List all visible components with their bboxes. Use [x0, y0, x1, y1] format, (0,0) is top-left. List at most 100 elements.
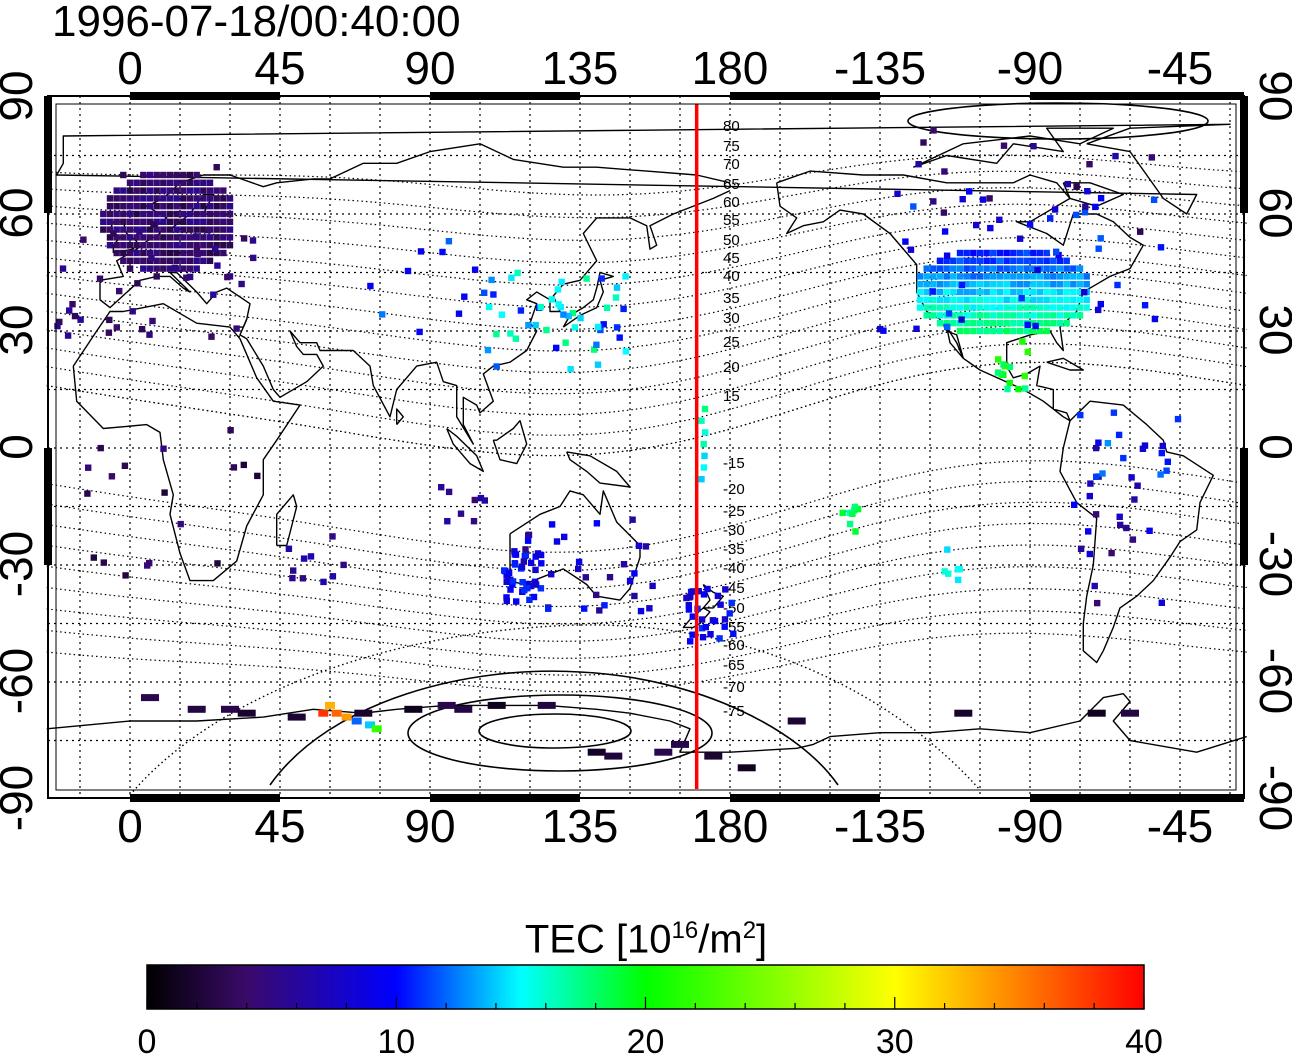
- tec-cell: [728, 599, 735, 607]
- tec-cell: [598, 275, 605, 282]
- tec-cell: [200, 249, 207, 257]
- tec-cell: [538, 560, 545, 567]
- tec-cell: [186, 226, 194, 233]
- tec-cell: [571, 324, 579, 331]
- tec-cell: [1150, 196, 1158, 203]
- tec-cell: [930, 127, 937, 134]
- tec-cell: [1050, 265, 1057, 272]
- tec-cell: [685, 606, 693, 613]
- tec-cell: [1023, 249, 1030, 257]
- tec-cell: [126, 218, 134, 225]
- tec-cell: [503, 594, 510, 601]
- tec-cell: [1036, 327, 1044, 335]
- tec-cell: [936, 304, 944, 311]
- tec-cell: [976, 288, 984, 296]
- tec-cell: [1141, 302, 1149, 309]
- tec-cell: [1036, 320, 1044, 327]
- tec-cell: [612, 294, 620, 301]
- tec-cell: [120, 234, 127, 241]
- tec-cell: [173, 179, 180, 186]
- tec-cell: [1018, 295, 1025, 302]
- tec-cell: [613, 284, 621, 291]
- tec-cell: [194, 250, 201, 258]
- tec-cell: [943, 265, 950, 272]
- tec-cell: [206, 218, 214, 225]
- tec-cell: [120, 257, 127, 264]
- tec-cell: [371, 725, 382, 733]
- tec-cell: [1129, 536, 1137, 543]
- tec-cell: [945, 310, 953, 317]
- tec-cell: [417, 248, 425, 255]
- tec-cell: [958, 281, 966, 289]
- tec-cell: [722, 586, 729, 593]
- tec-cell: [936, 320, 944, 327]
- tec-cell: [220, 242, 227, 249]
- tec-cell: [1036, 304, 1044, 311]
- tec-cell: [1030, 304, 1037, 311]
- tec-cell: [717, 601, 724, 608]
- tec-cell: [622, 348, 630, 355]
- magnetic-contour: [46, 361, 1247, 457]
- tec-cell: [133, 187, 140, 194]
- tec-cell: [221, 705, 239, 713]
- tec-cell: [146, 226, 154, 233]
- tec-cell: [955, 576, 962, 584]
- tec-cell: [193, 179, 200, 186]
- tec-cell: [213, 234, 220, 241]
- tec-cell: [1003, 320, 1010, 327]
- tec-cell: [166, 234, 174, 241]
- tec-cell: [704, 585, 711, 593]
- tec-cell: [996, 216, 1003, 223]
- tec-cell: [1086, 492, 1093, 500]
- tec-cell: [956, 304, 964, 311]
- tec-cell: [180, 171, 187, 179]
- tec-cell: [493, 330, 500, 338]
- tec-cell: [1000, 142, 1008, 149]
- tec-cell: [200, 218, 207, 225]
- tec-cell: [1083, 304, 1090, 311]
- tec-cell: [1063, 265, 1070, 272]
- tec-cell: [1164, 458, 1171, 465]
- tec-cell: [1032, 322, 1039, 330]
- tec-cell: [582, 574, 589, 581]
- tec-cell: [716, 635, 723, 642]
- tec-cell: [146, 187, 154, 194]
- tec-cell: [289, 574, 296, 582]
- tec-cell: [113, 210, 120, 218]
- magnetic-contour: [46, 480, 1247, 572]
- tec-cell: [173, 195, 180, 202]
- tec-cell: [226, 226, 234, 233]
- tec-cell: [950, 304, 957, 311]
- lat-tick-right: -60: [1250, 648, 1292, 714]
- contour-label: 25: [723, 334, 740, 351]
- tec-cell: [133, 179, 140, 186]
- lon-tick-bottom: 90: [404, 800, 455, 852]
- tec-cell: [996, 257, 1004, 264]
- tec-cell: [484, 346, 492, 354]
- tec-cell: [943, 257, 950, 264]
- tec-cell: [1112, 152, 1119, 160]
- tec-cell: [77, 316, 84, 323]
- coastline: [396, 408, 404, 426]
- tec-cell: [193, 226, 200, 233]
- tec-cell: [97, 444, 104, 452]
- tec-cell: [642, 543, 650, 550]
- tec-cell: [970, 281, 977, 288]
- tec-cell: [1076, 265, 1084, 272]
- tec-cell: [200, 257, 207, 264]
- tec-cell: [233, 325, 240, 332]
- contour-label: -60: [723, 637, 745, 654]
- contour-label: -35: [723, 541, 745, 558]
- tec-cell: [100, 218, 107, 225]
- tec-cell: [140, 179, 147, 186]
- tec-cell: [1097, 235, 1104, 242]
- tec-cell: [249, 237, 257, 244]
- tec-cell: [714, 592, 722, 600]
- tec-cell: [140, 249, 147, 257]
- tec-cell: [613, 324, 621, 331]
- tec-cell: [193, 257, 200, 264]
- tec-cell: [996, 296, 1004, 303]
- tec-cell: [1023, 281, 1030, 288]
- tec-cell: [940, 209, 948, 216]
- contour-label: -75: [723, 703, 745, 720]
